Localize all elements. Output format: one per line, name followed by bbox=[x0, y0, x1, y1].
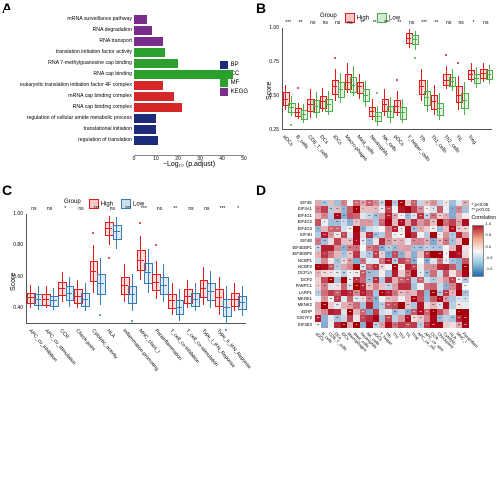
term-label: regulation of cellular amide metabolic p… bbox=[12, 113, 132, 124]
panel-b-boxplot: Score Group High Low 0.250.500.751.00aDC… bbox=[260, 10, 496, 182]
bar bbox=[134, 103, 182, 112]
term-label: regulation of translation bbox=[12, 135, 132, 146]
bar bbox=[134, 37, 163, 46]
bar bbox=[134, 59, 178, 68]
bar bbox=[134, 48, 165, 57]
bar bbox=[134, 81, 163, 90]
term-label: mRNA surveillance pathway bbox=[12, 14, 132, 25]
term-label: translation initiation factor activity bbox=[12, 47, 132, 58]
panel-d-legend: * p<0.05** p<0.01 Correlation 1.00.50.0-… bbox=[472, 202, 496, 277]
term-label: RNA cap binding bbox=[12, 69, 132, 80]
bar bbox=[134, 136, 158, 145]
bar bbox=[134, 15, 147, 24]
term-label: RNA degradation bbox=[12, 25, 132, 36]
term-label: translational initiation bbox=[12, 124, 132, 135]
panel-c-legend: Group High Low bbox=[64, 199, 144, 209]
panel-c-boxplot: Score Group High Low 0.400.600.801.00APC… bbox=[4, 196, 250, 386]
panel-a-barchart: −Log₁₀ (p.adjust) BP CC MF KEGG mRNA sur… bbox=[4, 10, 250, 170]
panel-d-heatmap: ****************************************… bbox=[260, 196, 496, 386]
term-label: RNA 7-methylguanosine cap binding bbox=[12, 58, 132, 69]
bar bbox=[134, 92, 174, 101]
term-label: RNA transport bbox=[12, 36, 132, 47]
bar bbox=[134, 125, 156, 134]
bar bbox=[134, 26, 152, 35]
term-label: mRNA cap binding complex bbox=[12, 91, 132, 102]
term-label: RNA cap binding complex bbox=[12, 102, 132, 113]
bar bbox=[134, 70, 233, 79]
term-label: eukaryotic translation initiation factor… bbox=[12, 80, 132, 91]
bar bbox=[134, 114, 156, 123]
